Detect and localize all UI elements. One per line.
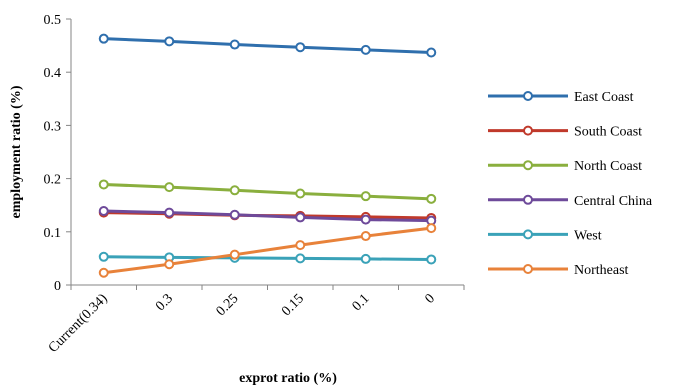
legend-label: West <box>574 228 602 243</box>
series-east-coast <box>98 33 437 58</box>
data-point <box>229 185 240 196</box>
legend-marker <box>523 125 533 136</box>
series-line <box>103 255 432 261</box>
data-point <box>164 259 175 270</box>
data-point <box>426 47 437 58</box>
data-point <box>295 212 306 223</box>
x-tick-label: 0.3 <box>153 291 176 314</box>
y-tick-label: 0.4 <box>44 66 62 81</box>
legend-marker <box>523 194 533 205</box>
legend-marker <box>523 160 533 171</box>
legend-label: North Coast <box>574 159 642 174</box>
data-point <box>360 214 371 225</box>
data-point <box>98 206 109 217</box>
series-line <box>103 226 432 275</box>
data-point <box>426 193 437 204</box>
legend-marker <box>523 91 533 101</box>
series-northeast <box>98 223 437 278</box>
data-point <box>295 42 306 53</box>
x-tick-label: Current(0.34) <box>46 291 111 356</box>
x-axis-ticks: Current(0.34) 0.3 0.25 0.15 0.1 0 <box>46 285 465 356</box>
x-tick-label: 0.1 <box>350 291 373 314</box>
plot-area: 0 0.1 0.2 0.3 0.4 0.5 Current(0.34) 0.3 0.25 0.1… <box>44 13 465 356</box>
legend-label: East Coast <box>574 90 634 105</box>
legend-label: South Coast <box>574 125 642 140</box>
series-west <box>98 251 437 265</box>
data-point <box>98 33 109 44</box>
data-point <box>426 223 437 234</box>
x-tick-label: 0.15 <box>279 291 307 319</box>
series-line <box>103 209 432 223</box>
legend-item: South Coast <box>488 125 642 140</box>
legend-item: North Coast <box>488 159 642 174</box>
y-axis-ticks: 0 0.1 0.2 0.3 0.4 0.5 <box>44 13 71 294</box>
series-line <box>103 182 432 201</box>
legend-item: Northeast <box>488 263 629 278</box>
series-group <box>98 33 437 278</box>
legend-item: Central China <box>488 194 653 209</box>
y-tick-label: 0.1 <box>44 226 62 241</box>
data-point <box>98 251 109 262</box>
data-point <box>426 254 437 265</box>
x-tick-label: 0 <box>423 291 439 307</box>
legend-label: Northeast <box>574 263 629 278</box>
data-point <box>164 36 175 47</box>
legend: East Coast South Coast North Coast Central … <box>488 90 653 278</box>
data-point <box>164 207 175 218</box>
legend-label: Central China <box>574 194 653 209</box>
data-point <box>360 231 371 242</box>
x-axis-title: exprot ratio (%) <box>239 371 337 386</box>
x-tick-label: 0.25 <box>214 291 242 319</box>
series-line <box>103 37 432 55</box>
data-point <box>360 44 371 55</box>
y-axis-title: employment ratio (%) <box>9 85 24 218</box>
y-tick-label: 0 <box>54 279 61 294</box>
data-point <box>360 191 371 202</box>
data-point <box>98 179 109 190</box>
legend-marker <box>523 264 533 274</box>
series-north-coast <box>98 179 437 204</box>
data-point <box>295 188 306 199</box>
legend-item: West <box>488 228 602 243</box>
y-tick-label: 0.2 <box>44 173 62 188</box>
y-tick-label: 0.3 <box>44 119 62 134</box>
data-point <box>98 267 109 278</box>
data-point <box>295 253 306 264</box>
data-point <box>164 182 175 193</box>
data-point <box>229 39 240 50</box>
data-point <box>229 249 240 260</box>
data-point <box>360 253 371 264</box>
data-point <box>229 209 240 220</box>
legend-item: East Coast <box>488 90 634 105</box>
y-tick-label: 0.5 <box>44 13 62 28</box>
series-central-china <box>98 206 437 226</box>
data-point <box>295 240 306 251</box>
legend-marker <box>523 229 533 240</box>
